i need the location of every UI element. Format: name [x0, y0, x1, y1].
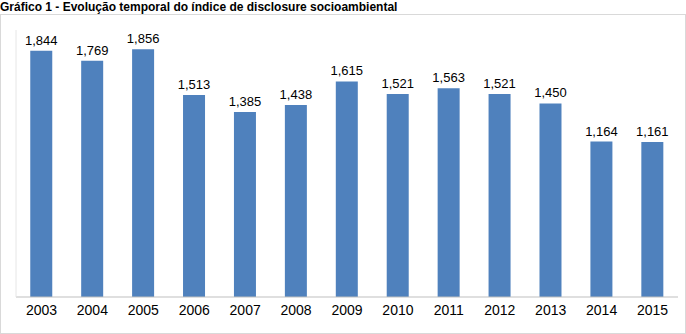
svg-text:1,450: 1,450	[534, 85, 567, 100]
svg-text:2011: 2011	[434, 302, 464, 318]
svg-text:1,521: 1,521	[483, 76, 516, 91]
svg-text:1,438: 1,438	[280, 87, 313, 102]
svg-text:1,521: 1,521	[381, 76, 414, 91]
svg-text:2004: 2004	[77, 302, 108, 318]
svg-text:1,769: 1,769	[76, 43, 109, 58]
svg-text:1,856: 1,856	[127, 31, 160, 46]
svg-text:1,513: 1,513	[178, 77, 211, 92]
svg-text:2010: 2010	[382, 302, 413, 318]
svg-text:2014: 2014	[586, 302, 617, 318]
svg-text:2006: 2006	[179, 302, 210, 318]
svg-text:1,844: 1,844	[25, 33, 58, 48]
svg-text:1,161: 1,161	[636, 124, 669, 139]
html-text:Gráfico 1 - Evolução temporal: Gráfico 1 - Evolução temporal do índice …	[0, 0, 398, 14]
svg-text:2007: 2007	[230, 302, 261, 318]
svg-text:1,164: 1,164	[585, 124, 618, 139]
svg-text:2013: 2013	[535, 302, 566, 318]
svg-text:2008: 2008	[280, 302, 311, 318]
svg-text:1,563: 1,563	[432, 70, 465, 85]
svg-text:2012: 2012	[484, 302, 515, 318]
svg-text:1,615: 1,615	[331, 63, 364, 78]
svg-text:2015: 2015	[637, 302, 668, 318]
svg-text:1,385: 1,385	[229, 94, 262, 109]
svg-text:2003: 2003	[26, 302, 57, 318]
svg-text:2005: 2005	[128, 302, 159, 318]
svg-text:2009: 2009	[331, 302, 362, 318]
